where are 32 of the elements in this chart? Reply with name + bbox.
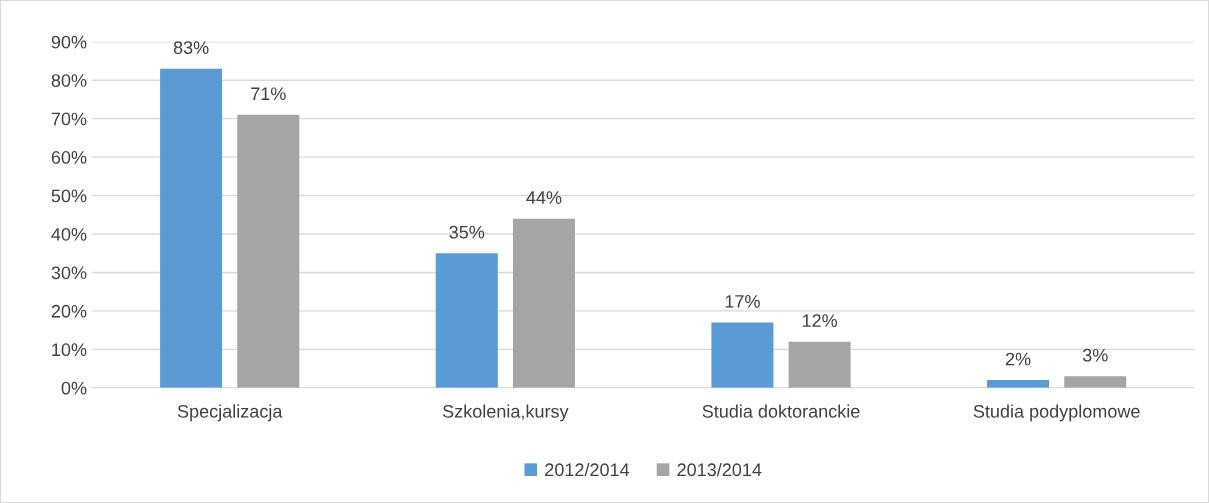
data-label: 12% (802, 314, 838, 327)
data-label: 17% (725, 295, 760, 308)
y-tick-label: 20% (51, 304, 87, 318)
y-tick-label: 30% (51, 266, 87, 280)
y-tick-label: 40% (51, 227, 87, 241)
data-label: 2% (1005, 352, 1031, 366)
x-tick-label: Specjalizacja (177, 404, 283, 422)
y-tick-label: 90% (51, 35, 87, 49)
bar (435, 253, 498, 388)
data-label: 44% (526, 191, 562, 204)
bar (1064, 376, 1127, 388)
y-tick-label: 60% (51, 151, 87, 164)
x-tick-label: Szkolenia,kursy (442, 404, 569, 422)
y-tick-label: 50% (51, 189, 87, 203)
legend-label: 2013/2014 (677, 462, 762, 477)
y-tick-label: 70% (51, 112, 87, 126)
bar (237, 114, 300, 388)
bar (160, 68, 223, 388)
data-label: 83% (173, 41, 209, 54)
bar (512, 218, 575, 388)
y-tick-label: 10% (52, 343, 87, 357)
data-label: 71% (251, 87, 286, 101)
legend-label: 2012/2014 (545, 462, 630, 477)
bar (711, 322, 774, 388)
y-tick-label: 80% (51, 74, 87, 87)
data-label: 3% (1082, 348, 1108, 362)
x-tick-label: Studia podyplomowe (973, 404, 1140, 422)
x-tick-label: Studia doktoranckie (702, 404, 860, 418)
y-tick-label: 0% (61, 381, 87, 395)
data-label: 35% (449, 225, 485, 239)
bar (987, 380, 1050, 388)
bar (788, 341, 851, 388)
